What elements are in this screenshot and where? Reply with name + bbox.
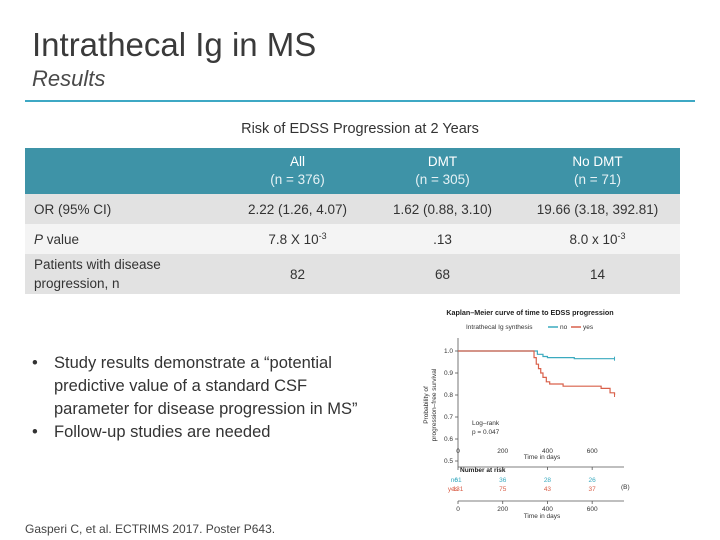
- row-label-p: P value: [25, 224, 225, 254]
- km-ylabel-line2: progression–free survival: [431, 368, 438, 441]
- results-table: All (n = 376) DMT (n = 305) No DMT (n = …: [25, 148, 680, 294]
- table-caption: Risk of EDSS Progression at 2 Years: [241, 121, 479, 137]
- table-row: OR (95% CI) 2.22 (1.26, 4.07) 1.62 (0.88…: [25, 194, 680, 224]
- cell-or-all: 2.22 (1.26, 4.07): [225, 194, 370, 224]
- header-empty: [25, 148, 225, 194]
- km-risk-value: 36: [499, 477, 507, 484]
- header-no-dmt: No DMT (n = 71): [515, 148, 680, 194]
- row-label-patients-line1: Patients with disease: [34, 257, 161, 272]
- cell-patients-all: 82: [225, 254, 370, 294]
- km-y-tick-label: 0.5: [444, 458, 453, 465]
- km-risk-value: 28: [544, 477, 552, 484]
- header-all-name: All: [289, 154, 305, 169]
- p-italic: P: [34, 231, 44, 247]
- km-y-tick-label: 0.7: [444, 414, 453, 421]
- cell-or-no-dmt: 19.66 (3.18, 392.81): [515, 194, 680, 224]
- cell-patients-no-dmt: 14: [515, 254, 680, 294]
- km-risk-value: 37: [589, 486, 597, 493]
- km-risk-xlabel: Time in days: [524, 513, 561, 520]
- cell-p-no-dmt-base: 8.0 x 10: [569, 232, 618, 247]
- header-all-n: (n = 376): [270, 172, 325, 187]
- km-x-tick-label: 200: [497, 448, 508, 455]
- km-x-tick-label: 0: [456, 448, 460, 455]
- slide-title: Intrathecal Ig in MS: [32, 26, 317, 63]
- km-y-tick-label: 0.8: [444, 392, 453, 399]
- cell-p-all-exp: -3: [318, 231, 327, 241]
- cell-or-dmt: 1.62 (0.88, 3.10): [370, 194, 515, 224]
- table-header-row: All (n = 376) DMT (n = 305) No DMT (n = …: [25, 148, 680, 194]
- header-dmt-n: (n = 305): [415, 172, 470, 187]
- cell-patients-dmt: 68: [370, 254, 515, 294]
- km-x-tick-label: 400: [542, 448, 553, 455]
- km-y-tick-label: 0.6: [444, 436, 453, 443]
- km-risk-x-tick-label: 0: [456, 506, 460, 513]
- km-series-yes: [458, 350, 616, 395]
- km-title: Kaplan–Meier curve of time to EDSS progr…: [446, 308, 613, 317]
- km-risk-value: 43: [544, 486, 552, 493]
- km-series-no: [458, 350, 615, 360]
- bullet-line: predictive value of a standard CSF: [54, 377, 308, 395]
- bullet-line: parameter for disease progression in MS”: [54, 400, 358, 418]
- km-chart-svg: Kaplan–Meier curve of time to EDSS progr…: [423, 308, 630, 520]
- bullet-line: Study results demonstrate a “potential: [54, 354, 332, 372]
- km-panel-label: (B): [621, 484, 630, 491]
- km-legend-label-no: no: [560, 324, 568, 331]
- bullet-list: • Study results demonstrate a “potential…: [30, 352, 410, 444]
- km-x-tick-label: 600: [587, 448, 598, 455]
- cell-p-dmt: .13: [370, 224, 515, 254]
- km-ylabel-line1: Probability of: [423, 386, 430, 424]
- table-row: P value 7.8 X 10-3 .13 8.0 x 10-3: [25, 224, 680, 254]
- citation: Gasperi C, et al. ECTRIMS 2017. Poster P…: [25, 522, 276, 536]
- km-y-ticks: 0.5 0.6 0.7 0.8 0.9 1.0: [444, 348, 458, 465]
- list-item: • Study results demonstrate a “potential…: [30, 352, 410, 421]
- km-xlabel: Time in days: [524, 454, 561, 461]
- km-risk-value: 131: [453, 486, 464, 493]
- bullet-dot: •: [32, 354, 38, 372]
- km-risk-value: 75: [499, 486, 507, 493]
- cell-p-no-dmt-exp: -3: [617, 231, 626, 241]
- header-dmt-name: DMT: [427, 154, 458, 169]
- km-risk-x-ticks: 0 200 400 600: [456, 501, 598, 513]
- km-risk-value: 26: [589, 477, 597, 484]
- km-risk-row-label: no: [451, 477, 459, 484]
- km-series-group: [458, 350, 616, 397]
- title-divider: [25, 100, 695, 102]
- header-dmt: DMT (n = 305): [370, 148, 515, 194]
- p-label-rest: value: [43, 231, 80, 247]
- header-no-dmt-name: No DMT: [572, 154, 623, 169]
- km-legend-label-yes: yes: [583, 324, 594, 331]
- cell-p-no-dmt: 8.0 x 10-3: [515, 224, 680, 254]
- km-risk-x-tick-label: 200: [497, 506, 508, 513]
- km-legend-title: Intrathecal Ig synthesis: [466, 324, 533, 331]
- km-risk-x-tick-label: 400: [542, 506, 553, 513]
- row-label-patients: Patients with disease progression, n: [25, 254, 225, 294]
- slide-subtitle: Results: [32, 66, 106, 91]
- km-annotation-line1: Log–rank: [472, 420, 500, 427]
- list-item: • Follow-up studies are needed: [30, 421, 410, 444]
- row-label-patients-line2: progression, n: [34, 276, 120, 291]
- cell-p-all: 7.8 X 10-3: [225, 224, 370, 254]
- km-legend: Intrathecal Ig synthesis no yes: [466, 324, 594, 331]
- km-y-tick-label: 1.0: [444, 348, 453, 355]
- row-label-or: OR (95% CI): [25, 194, 225, 224]
- bullet-dot: •: [32, 423, 38, 441]
- cell-p-dmt-base: .13: [433, 232, 452, 247]
- km-risk-row-label: yes: [448, 486, 459, 493]
- km-x-ticks: 0 200 400 600: [456, 448, 598, 470]
- km-risk-value: 61: [454, 477, 462, 484]
- km-y-tick-label: 0.9: [444, 370, 453, 377]
- km-number-at-risk-title: Number at risk: [460, 467, 506, 474]
- header-all: All (n = 376): [225, 148, 370, 194]
- kaplan-meier-figure: Kaplan–Meier curve of time to EDSS progr…: [414, 305, 644, 520]
- bullet-line: Follow-up studies are needed: [54, 423, 271, 441]
- cell-p-all-base: 7.8 X 10: [268, 232, 319, 247]
- km-annotation-line2: p = 0.047: [472, 429, 500, 436]
- table-row: Patients with disease progression, n 82 6…: [25, 254, 680, 294]
- header-no-dmt-n: (n = 71): [574, 172, 621, 187]
- km-risk-x-tick-label: 600: [587, 506, 598, 513]
